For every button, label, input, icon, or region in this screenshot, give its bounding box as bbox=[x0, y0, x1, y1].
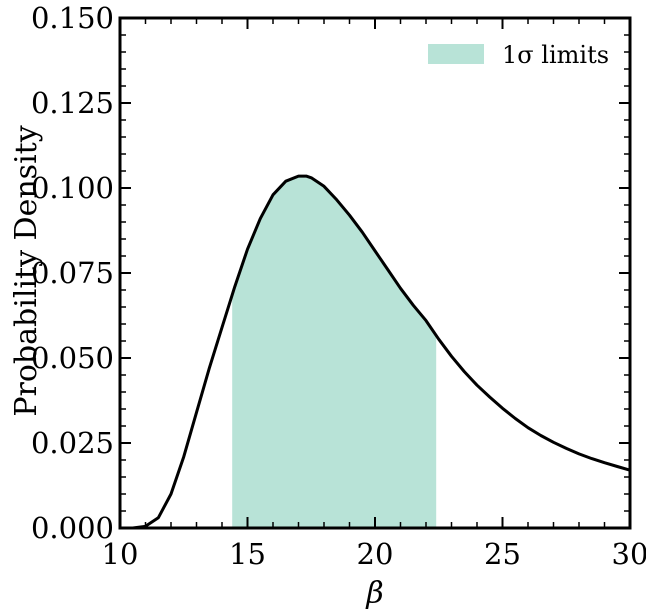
y-tick-labels: 0.000 0.025 0.050 0.075 0.100 0.125 0.150 bbox=[31, 1, 114, 545]
x-tick-label: 15 bbox=[229, 537, 266, 571]
plot-frame bbox=[118, 16, 632, 530]
y-axis-label: Probability Density bbox=[9, 125, 44, 416]
y-tick-label: 0.025 bbox=[31, 426, 114, 460]
y-tick-label: 0.150 bbox=[31, 1, 114, 35]
y-tick-label: 0.125 bbox=[31, 86, 114, 120]
x-tick-label: 10 bbox=[102, 537, 139, 571]
x-tick-label: 30 bbox=[612, 537, 646, 571]
shaded-region-layer bbox=[232, 176, 437, 528]
x-tick-label: 25 bbox=[484, 537, 521, 571]
x-axis-label: β bbox=[365, 576, 383, 610]
legend-swatch bbox=[428, 44, 484, 64]
y-tick-label: 0.000 bbox=[31, 511, 114, 545]
shaded-1sigma-region bbox=[232, 176, 437, 528]
y-tick-label: 0.100 bbox=[31, 171, 114, 205]
legend-label: 1σ limits bbox=[502, 41, 609, 69]
x-tick-label: 20 bbox=[357, 537, 394, 571]
x-tick-labels: 10 15 20 25 30 bbox=[102, 537, 646, 571]
y-tick-label: 0.075 bbox=[31, 256, 114, 290]
density-curve bbox=[120, 174, 631, 530]
legend: 1σ limits bbox=[428, 41, 609, 69]
curve-layer bbox=[120, 174, 631, 530]
y-tick-label: 0.050 bbox=[31, 341, 114, 375]
